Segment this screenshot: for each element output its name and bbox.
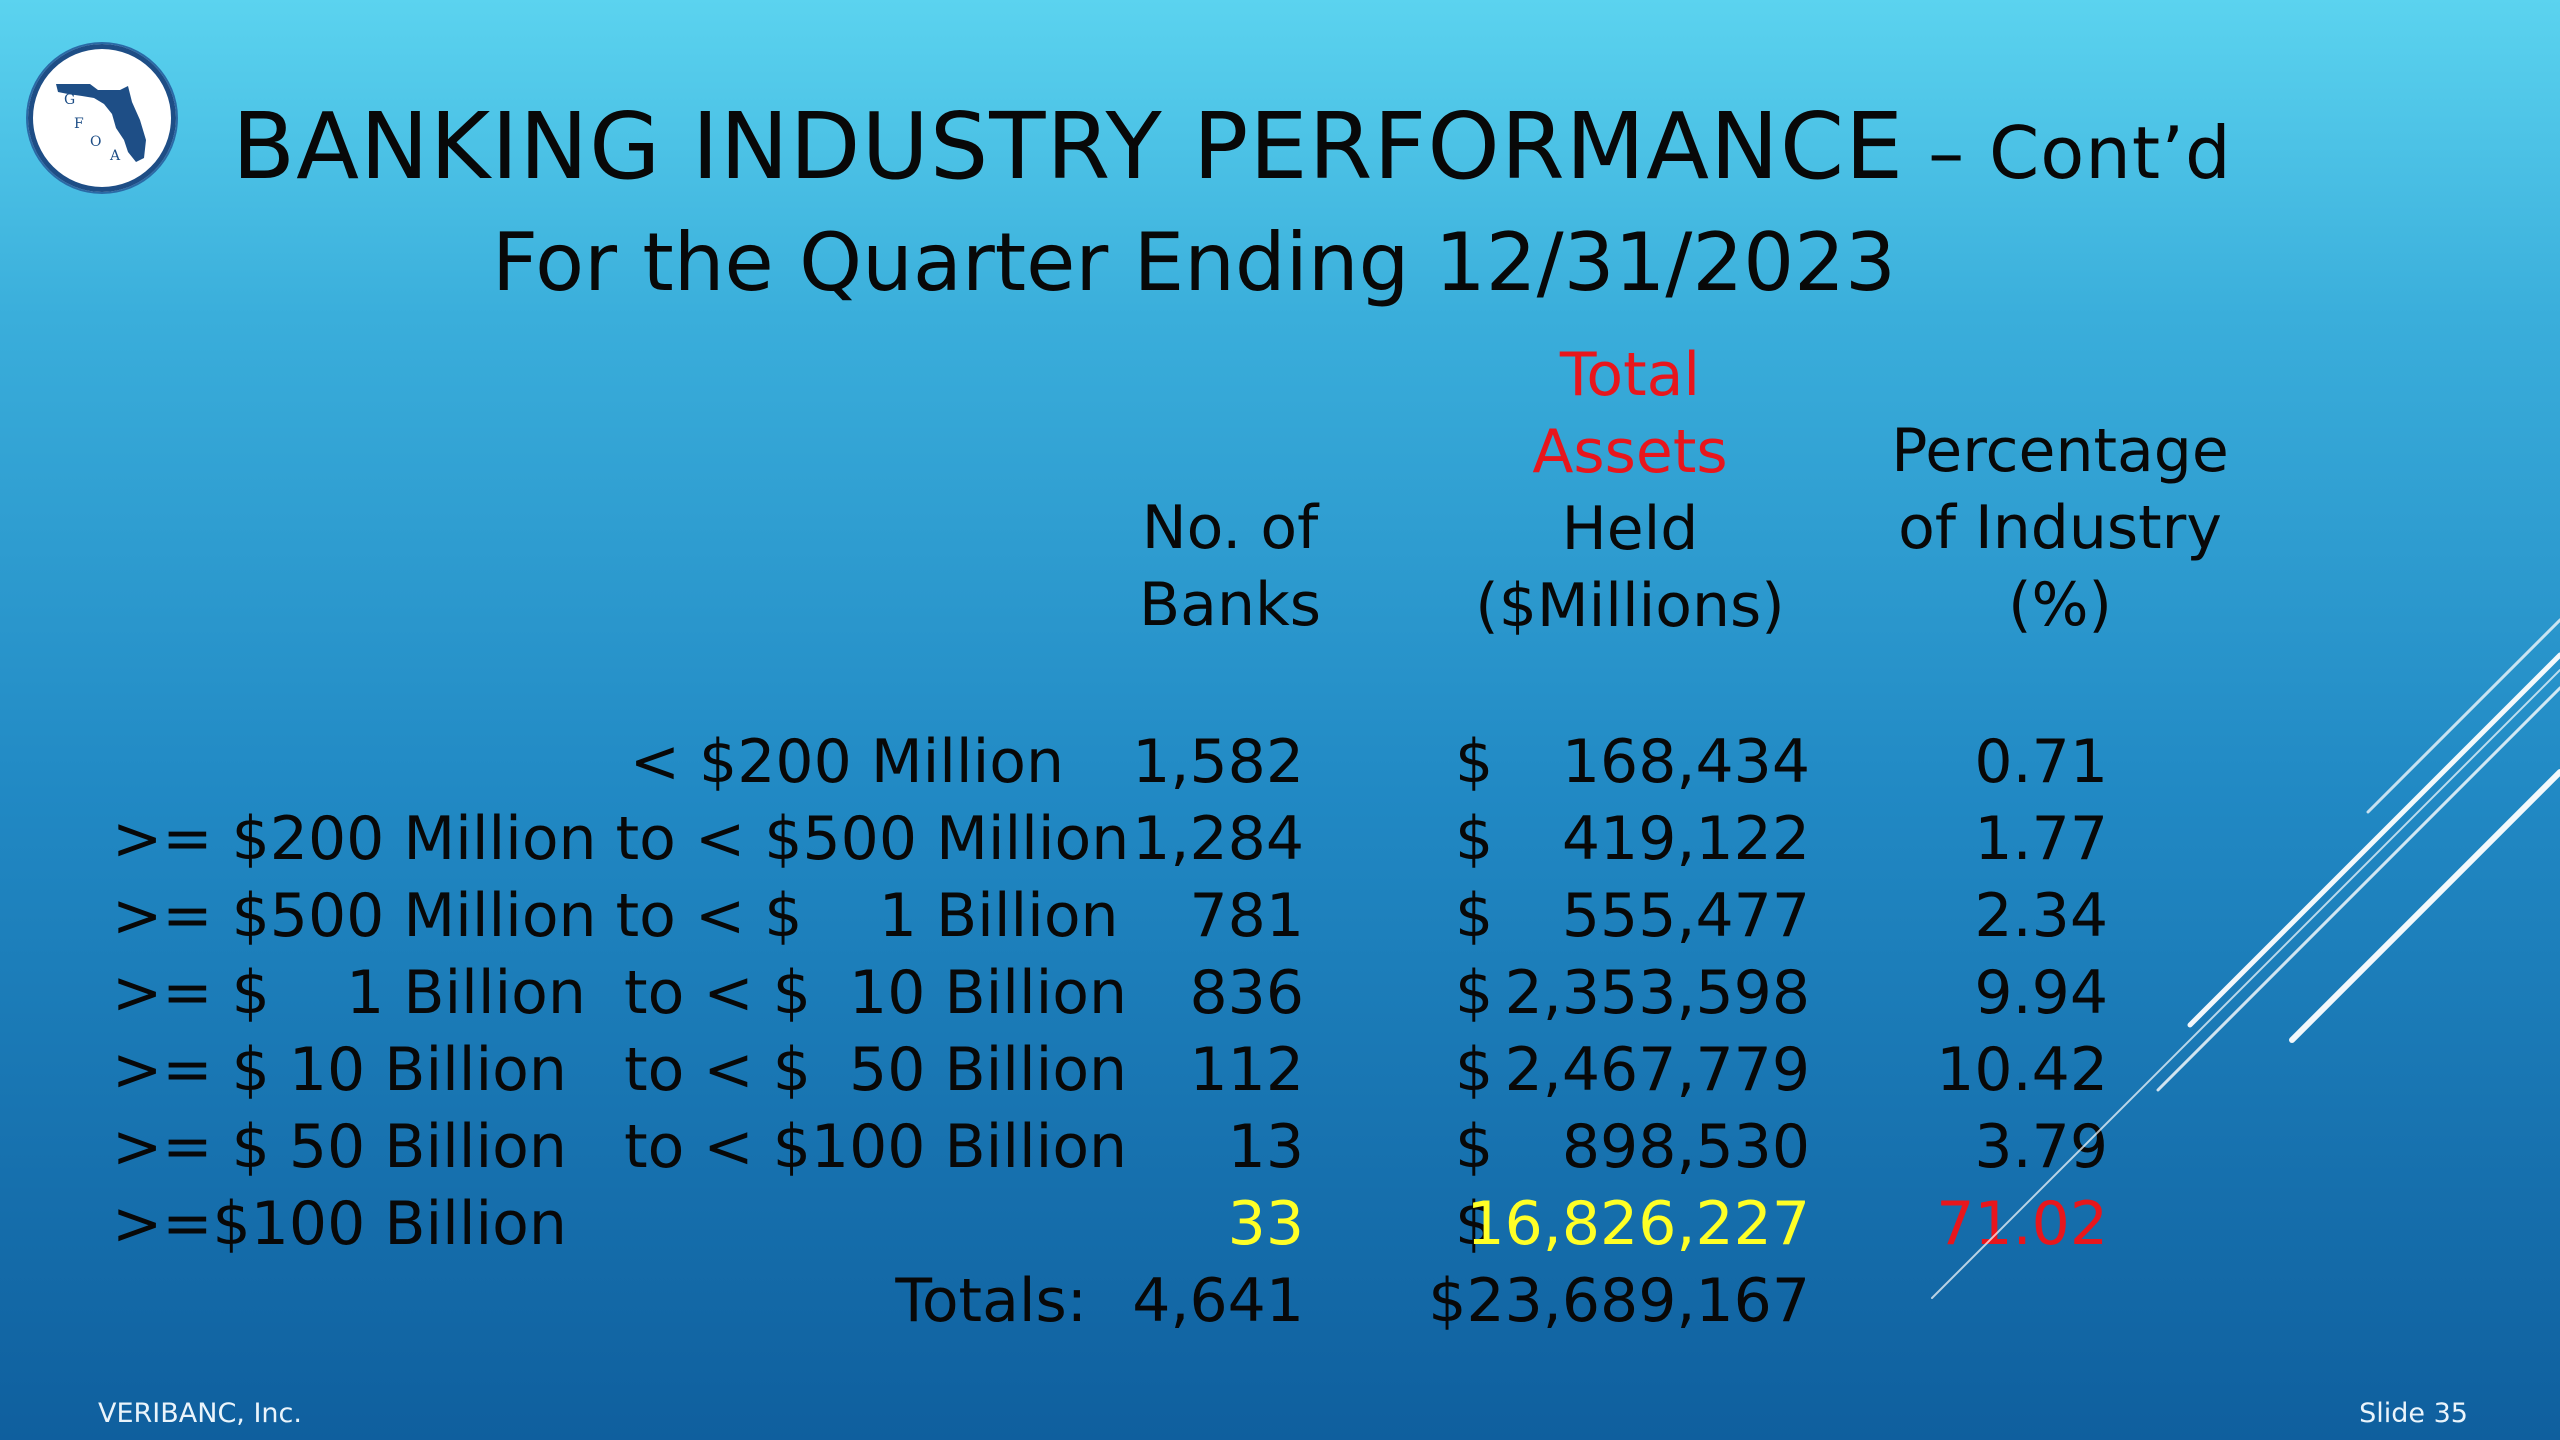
row-dollar-sign: $ xyxy=(1455,804,1494,874)
row-assets: 555,477 xyxy=(1561,881,1810,951)
row-dollar-sign: $ xyxy=(1455,958,1494,1028)
row-assets: 2,467,779 xyxy=(1504,1035,1810,1105)
header-banks-line-2: Banks xyxy=(1139,570,1321,640)
row-label: >= $200 Million to < $500 Million xyxy=(112,804,1130,874)
row-percentage: 2.34 xyxy=(1974,881,2108,951)
gfoa-logo: G F O A xyxy=(28,44,176,192)
header-assets-line-2: Assets xyxy=(1532,417,1728,487)
row-banks: 781 xyxy=(1189,881,1304,951)
row-dollar-sign: $ xyxy=(1455,1112,1494,1182)
florida-map-icon: G F O A xyxy=(56,84,146,164)
header-pct-line-1: Percentage xyxy=(1891,416,2229,486)
row-banks: 1,284 xyxy=(1132,804,1304,874)
row-banks: 836 xyxy=(1189,958,1304,1028)
logo-letter-g: G xyxy=(64,92,75,108)
totals-assets: $23,689,167 xyxy=(1428,1266,1810,1336)
slide-subtitle: For the Quarter Ending 12/31/2023 xyxy=(492,216,1896,309)
row-banks: 112 xyxy=(1189,1035,1304,1105)
row-assets: 898,530 xyxy=(1561,1112,1810,1182)
slide-title: BANKING INDUSTRY PERFORMANCE – Cont’d xyxy=(232,92,2232,208)
header-assets-line-1: Total xyxy=(1559,340,1701,410)
row-assets: 16,826,227 xyxy=(1466,1189,1810,1259)
row-banks: 33 xyxy=(1227,1189,1304,1259)
header-percentage: Percentage of Industry (%) xyxy=(1840,413,2280,644)
totals-banks: 4,641 xyxy=(1132,1266,1304,1336)
row-label: < $200 Million xyxy=(629,727,1064,797)
row-label: >= $ 50 Billion to < $100 Billion xyxy=(112,1112,1128,1182)
header-assets-line-3: Held xyxy=(1561,494,1699,564)
table-row: >= $ 50 Billion to < $100 Billion 13 $ 8… xyxy=(0,1109,2560,1186)
row-dollar-sign: $ xyxy=(1455,881,1494,951)
row-label: >= $500 Million to < $ 1 Billion xyxy=(112,881,1119,951)
row-dollar-sign: $ xyxy=(1455,1189,1494,1259)
row-percentage: 0.71 xyxy=(1974,727,2108,797)
row-label: >= $ 1 Billion to < $ 10 Billion xyxy=(112,958,1128,1028)
slide-title-suffix: – Cont’d xyxy=(1904,111,2232,195)
row-banks: 13 xyxy=(1227,1112,1304,1182)
logo-letter-o: O xyxy=(90,134,101,150)
row-label: >=$100 Billion xyxy=(112,1189,567,1259)
row-dollar-sign: $ xyxy=(1455,727,1494,797)
row-percentage: 10.42 xyxy=(1936,1035,2108,1105)
logo-letter-f: F xyxy=(74,116,84,132)
row-label: >= $ 10 Billion to < $ 50 Billion xyxy=(112,1035,1128,1105)
row-percentage: 71.02 xyxy=(1936,1189,2108,1259)
header-pct-line-2: of Industry xyxy=(1898,493,2222,563)
logo-letter-a: A xyxy=(109,148,121,164)
row-dollar-sign: $ xyxy=(1455,1035,1494,1105)
row-assets: 168,434 xyxy=(1561,727,1810,797)
header-no-of-banks: No. of Banks xyxy=(1080,490,1380,644)
row-assets: 2,353,598 xyxy=(1504,958,1810,1028)
table-row: >= $ 1 Billion to < $ 10 Billion 836 $ 2… xyxy=(0,955,2560,1032)
table-row: >= $200 Million to < $500 Million 1,284 … xyxy=(0,801,2560,878)
row-percentage: 9.94 xyxy=(1974,958,2108,1028)
footer-company: VERIBANC, Inc. xyxy=(98,1398,302,1429)
table-row: < $200 Million 1,582 $ 168,434 0.71 xyxy=(0,724,2560,801)
table-row: >= $ 10 Billion to < $ 50 Billion 112 $ … xyxy=(0,1032,2560,1109)
header-total-assets: Total Assets Held ($Millions) xyxy=(1420,337,1840,645)
row-banks: 1,582 xyxy=(1132,727,1304,797)
slide-title-main: BANKING INDUSTRY PERFORMANCE xyxy=(232,93,1905,200)
totals-label: Totals: xyxy=(895,1266,1087,1336)
row-percentage: 3.79 xyxy=(1974,1112,2108,1182)
slide-number: Slide 35 xyxy=(2359,1398,2468,1429)
row-assets: 419,122 xyxy=(1561,804,1810,874)
totals-row: Totals: 4,641 $23,689,167 xyxy=(0,1263,2560,1340)
row-percentage: 1.77 xyxy=(1974,804,2108,874)
table-row-highlight: >=$100 Billion 33 $ 16,826,227 71.02 xyxy=(0,1186,2560,1263)
header-banks-line-1: No. of xyxy=(1141,493,1319,563)
table-row: >= $500 Million to < $ 1 Billion 781 $ 5… xyxy=(0,878,2560,955)
header-pct-line-3: (%) xyxy=(2008,570,2112,640)
header-assets-line-4: ($Millions) xyxy=(1475,571,1785,641)
